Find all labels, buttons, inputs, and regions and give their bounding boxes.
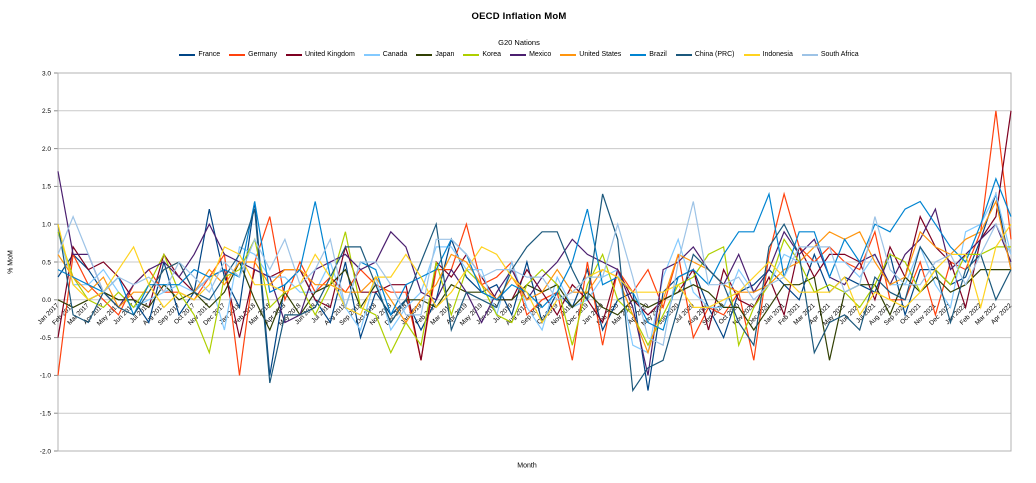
- legend-item-germany: Germany: [229, 51, 277, 58]
- series-line-canada: [57, 192, 1012, 354]
- legend-item-united-states: United States: [560, 51, 621, 58]
- legend-label: South Africa: [820, 51, 859, 58]
- y-tick-label: -2.0: [40, 448, 52, 455]
- legend-swatch: [560, 53, 577, 56]
- legend-item-china-prc-: China (PRC): [675, 51, 735, 58]
- y-tick-label: 2.5: [42, 108, 51, 115]
- series-line-indonesia: [57, 223, 1012, 324]
- legend-item-mexico: Mexico: [510, 51, 551, 58]
- legend-label: Mexico: [529, 51, 552, 58]
- legend-label: France: [198, 51, 221, 58]
- legend-label: Canada: [382, 51, 408, 58]
- legend-swatch: [179, 53, 196, 56]
- legend-label: United Kingdom: [304, 51, 355, 58]
- series-line-france: [57, 191, 1012, 391]
- legend-label: Japan: [435, 51, 455, 58]
- legend-swatch: [463, 53, 480, 56]
- legend-label: Brazil: [649, 51, 667, 58]
- legend-item-korea: Korea: [463, 51, 501, 58]
- chart-title: OECD Inflation MoM: [471, 11, 567, 22]
- chart-subtitle: G20 Nations: [498, 38, 540, 47]
- legend-item-brazil: Brazil: [630, 51, 667, 58]
- legend-item-south-africa: South Africa: [801, 51, 859, 58]
- legend-label: China (PRC): [694, 51, 735, 58]
- legend-swatch: [743, 53, 760, 56]
- legend-swatch: [229, 53, 246, 56]
- legend-item-france: France: [179, 51, 220, 58]
- legend-swatch: [675, 53, 692, 56]
- legend-swatch: [510, 53, 527, 56]
- legend-item-japan: Japan: [416, 51, 454, 58]
- legend-item-indonesia: Indonesia: [743, 51, 793, 58]
- series-line-south-africa: [57, 201, 1012, 347]
- legend-label: Korea: [482, 51, 502, 58]
- y-tick-label: 1.0: [42, 222, 51, 229]
- legend-swatch: [630, 53, 647, 56]
- series-line-china-prc-: [57, 193, 1012, 393]
- y-tick-label: 0.5: [42, 259, 51, 266]
- legend-label: Germany: [248, 51, 277, 58]
- y-tick-label: -1.5: [40, 411, 52, 418]
- y-tick-label: 1.5: [42, 184, 51, 191]
- y-tick-label: 2.0: [42, 146, 51, 153]
- legend-swatch: [416, 53, 433, 56]
- series-line-brazil: [57, 177, 1012, 331]
- legend-item-united-kingdom: United Kingdom: [285, 51, 355, 58]
- y-tick-label: 3.0: [42, 70, 51, 77]
- y-tick-label: -0.5: [40, 335, 52, 342]
- series-line-germany: [57, 110, 1012, 376]
- legend: France Germany United Kingdom Canada Japan Ko…: [0, 51, 1036, 58]
- y-tick-label: 0.0: [42, 297, 51, 304]
- legend-label: Indonesia: [762, 51, 793, 58]
- series-line-mexico: [57, 171, 1012, 376]
- legend-swatch: [285, 53, 302, 56]
- y-axis-title: % MoM: [7, 250, 15, 274]
- legend-swatch: [801, 53, 818, 56]
- legend-item-canada: Canada: [363, 51, 408, 58]
- legend-swatch: [363, 53, 380, 56]
- y-tick-label: -1.0: [40, 373, 52, 380]
- x-axis-title: Month: [517, 462, 537, 470]
- legend-label: United States: [579, 51, 622, 58]
